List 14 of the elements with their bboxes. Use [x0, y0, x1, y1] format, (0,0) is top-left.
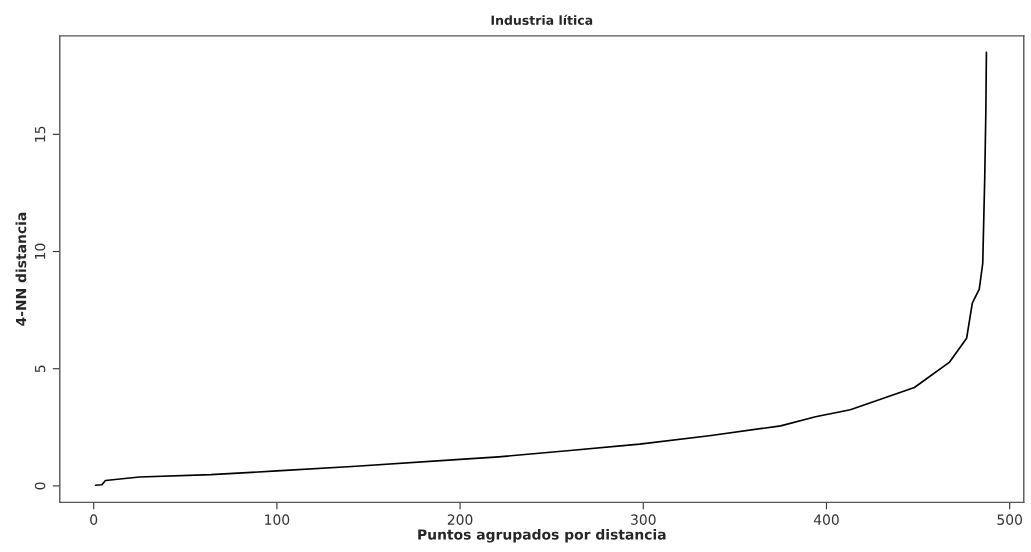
- x-tick-label: 400: [813, 514, 839, 525]
- x-tick-label: 300: [631, 514, 656, 525]
- x-tick-label: 0: [90, 514, 98, 525]
- y-tick-label: 0: [34, 482, 46, 490]
- y-tick-label: 5: [34, 365, 46, 373]
- chart-title: Industria lítica: [491, 14, 593, 25]
- x-tick-label: 200: [447, 514, 473, 525]
- x-axis-title: Puntos agrupados por distancia: [418, 528, 666, 543]
- y-axis-title: 4-NN distancia: [15, 212, 27, 326]
- y-tick-label: 10: [34, 243, 46, 259]
- x-tick-label: 100: [265, 514, 290, 525]
- y-tick-label: 15: [34, 126, 46, 142]
- line-series: [94, 51, 988, 487]
- x-tick-label: 500: [997, 514, 1023, 525]
